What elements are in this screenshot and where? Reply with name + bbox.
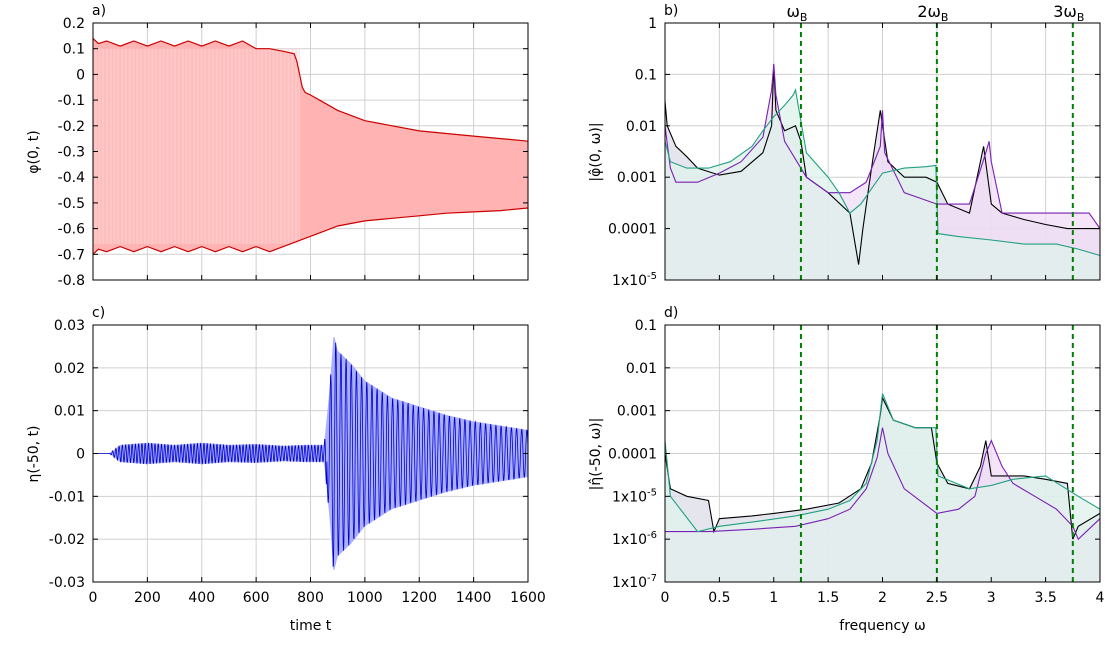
resonance-label-sub: B <box>1077 11 1085 24</box>
plot-data <box>664 23 1101 281</box>
y-tick-label: 0.0001 <box>608 222 657 238</box>
upper-envelope-line <box>92 37 529 142</box>
plot-data <box>664 325 1101 582</box>
x-tick-label: 1 <box>769 590 778 606</box>
y-tick-label: 0.1 <box>635 318 657 334</box>
x-tick-label: 2.5 <box>926 590 948 606</box>
y-tick-label-exp: -5 <box>647 487 657 498</box>
x-tick-label: 3 <box>987 590 996 606</box>
x-tick-label: 1.5 <box>817 590 839 606</box>
y-tick-label: 0.01 <box>626 119 657 135</box>
x-axis-label: time t <box>290 618 332 634</box>
x-tick-label: 1000 <box>347 590 383 606</box>
panel-d: 0 0.5 1 1.5 2 2.5 3 3.5 40.10.010.0010.00011x10-… <box>588 305 1105 634</box>
resonance-label-sub: B <box>941 11 949 24</box>
y-tick-label-base: 1x10 <box>612 575 647 591</box>
resonance-label: 3ωB <box>1053 2 1084 24</box>
y-tick-label: 1 <box>648 16 657 32</box>
spectrum-line <box>664 393 1101 533</box>
x-axis-label: frequency ω <box>839 618 925 634</box>
plot-data <box>93 337 529 570</box>
y-tick-label: 0.001 <box>617 170 657 186</box>
spectrum-line <box>664 88 1101 257</box>
y-tick-label-base: 1x10 <box>612 489 647 505</box>
y-tick-label: -0.7 <box>58 247 85 263</box>
y-axis-label: |φ̂(0, ω)| <box>588 122 604 181</box>
y-tick-label: 1x10-6 <box>612 530 657 548</box>
y-tick-label: 0.1 <box>63 42 85 58</box>
lower-envelope-line <box>92 207 529 255</box>
panel-label: a) <box>92 3 106 19</box>
y-tick-label: -0.4 <box>58 170 85 186</box>
y-tick-label: 0.02 <box>54 361 85 377</box>
y-tick-label-exp: -6 <box>647 530 657 541</box>
x-tick-label: 4 <box>1096 590 1105 606</box>
spectrum-fill <box>665 89 1100 281</box>
y-tick-label: 1x10-5 <box>612 487 657 505</box>
y-tick-label: 1x10-7 <box>612 573 657 591</box>
x-tick-label: 0 <box>89 590 98 606</box>
y-tick-label: -0.8 <box>58 273 85 289</box>
y-tick-label-base: 1x10 <box>612 273 647 289</box>
y-tick-label: 0.01 <box>626 361 657 377</box>
resonance-label-main: 3ω <box>1053 2 1077 21</box>
y-axis-label: η(-50, t) <box>26 425 42 482</box>
y-axis-label: φ(0, t) <box>26 130 42 173</box>
resonance-label-sub: B <box>800 11 808 24</box>
y-tick-label: 1x10-5 <box>612 271 657 289</box>
y-tick-label-exp: -5 <box>647 271 657 282</box>
plot-data <box>92 37 529 255</box>
spectrum-line <box>664 63 1101 229</box>
panel-c: 0 200 400 600 800 1000 1200 1400 1600 0.03 0.02 0.0… <box>26 305 546 634</box>
y-tick-label: -0.2 <box>58 119 85 135</box>
y-tick-label: 0.01 <box>54 404 85 420</box>
panel-label: c) <box>92 305 105 321</box>
y-tick-label: -0.5 <box>58 196 85 212</box>
x-tick-label: 0 <box>661 590 670 606</box>
y-tick-label: 0.2 <box>63 16 85 32</box>
x-tick-label: 3.5 <box>1034 590 1056 606</box>
x-tick-label: 1400 <box>456 590 492 606</box>
x-tick-label: 200 <box>134 590 161 606</box>
y-tick-label: 0.1 <box>635 67 657 83</box>
spectrum-line <box>664 65 1100 265</box>
panel-label: d) <box>664 305 678 321</box>
x-tick-label: 600 <box>243 590 270 606</box>
y-tick-label: -0.01 <box>49 489 85 505</box>
y-tick-label: 0 <box>76 67 85 83</box>
resonance-label-main: 2ω <box>917 2 941 21</box>
y-tick-label-base: 1x10 <box>612 532 647 548</box>
panel-a: 0.2 0.1 0 -0.1 -0.2 -0.3 -0.4 -0.5 -0.6 -0.7 -0.8 a… <box>26 3 529 289</box>
resonance-label-main: ω <box>786 2 799 21</box>
y-tick-label-exp: -7 <box>647 573 657 584</box>
y-tick-label: 0.001 <box>617 404 657 420</box>
panel-label: b) <box>664 3 678 19</box>
spectrum-line <box>665 427 1101 541</box>
y-axis-label: |η̂(-50, ω)| <box>588 418 604 491</box>
x-tick-label: 1200 <box>401 590 437 606</box>
y-tick-label: -0.6 <box>58 222 85 238</box>
y-tick-label: 0.03 <box>54 318 85 334</box>
x-tick-label: 800 <box>297 590 324 606</box>
resonance-label: 2ωB <box>917 2 948 24</box>
x-tick-label: 400 <box>188 590 215 606</box>
x-tick-label: 2 <box>878 590 887 606</box>
y-tick-label: -0.3 <box>58 145 85 161</box>
panel-b: ωB 2ωB 3ωB10.10.010.0010.00011x10-5b)|φ̂(0… <box>588 2 1101 289</box>
y-tick-label: -0.03 <box>49 575 85 591</box>
y-tick-label: -0.1 <box>58 93 85 109</box>
y-tick-label: 0.0001 <box>608 447 657 463</box>
y-tick-label: 0 <box>76 447 85 463</box>
x-tick-label: 1600 <box>510 590 546 606</box>
signal-line <box>93 342 529 567</box>
x-tick-label: 0.5 <box>708 590 730 606</box>
y-tick-label: -0.02 <box>49 532 85 548</box>
spectrum-fill <box>665 393 1100 582</box>
resonance-label: ωB <box>786 2 807 24</box>
